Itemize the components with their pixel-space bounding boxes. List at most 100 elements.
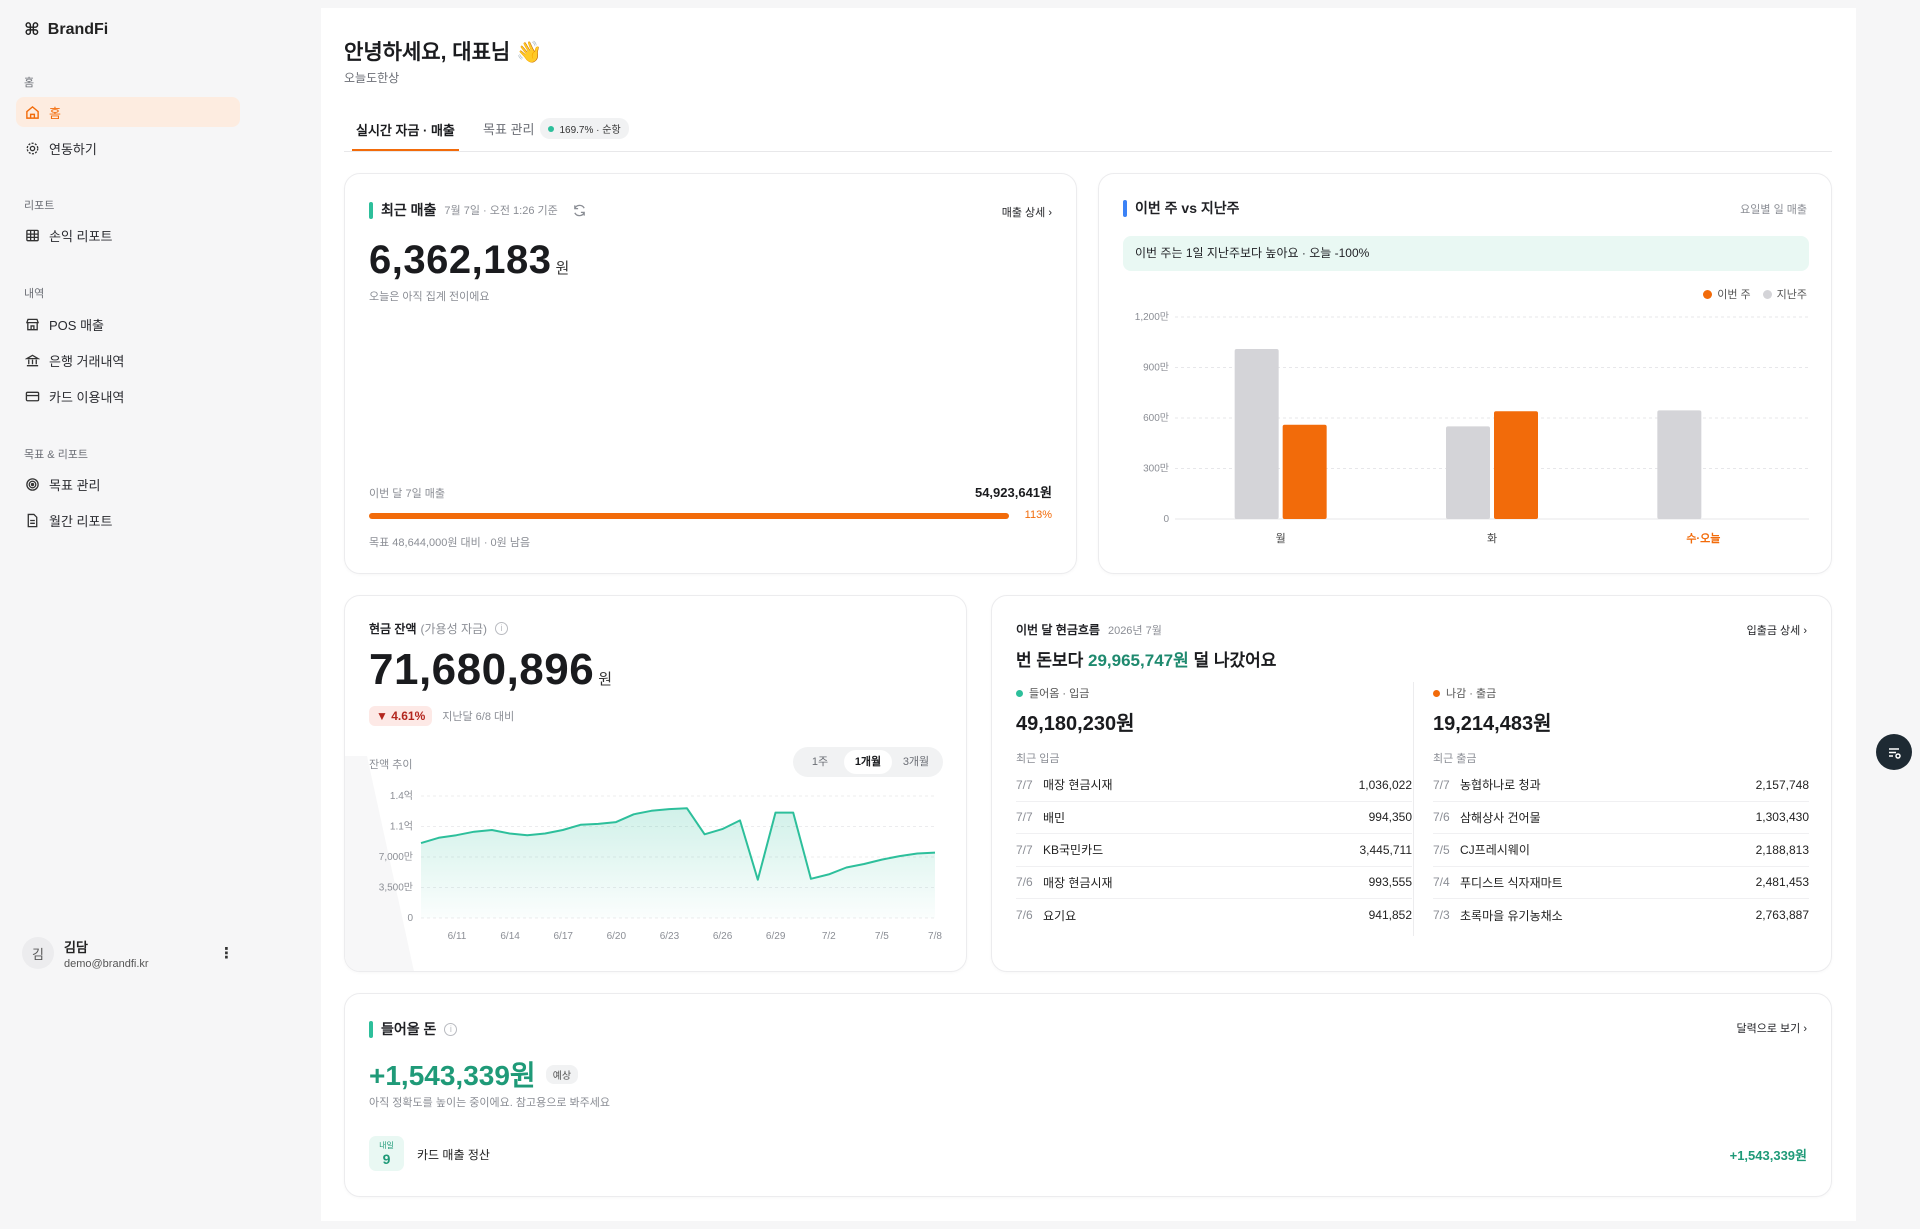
sidebar: ⌘ BrandFi 홈 홈 연동하기 리포트 손익 리포트 내역 POS 매출 …	[0, 0, 320, 1229]
sidebar-item-label: 카드 이용내역	[49, 389, 125, 405]
bar	[1234, 348, 1279, 519]
row-value: 993,555	[1368, 875, 1412, 890]
sidebar-item-card[interactable]: 카드 이용내역	[16, 381, 240, 411]
x-tick-label: 7/8	[928, 931, 942, 942]
row-name: 매장 현금시재	[1043, 778, 1113, 793]
out-label: 나감 · 출금	[1446, 688, 1497, 700]
range-3m[interactable]: 3개월	[902, 756, 930, 768]
sidebar-item-connect[interactable]: 연동하기	[16, 133, 240, 163]
target-icon	[26, 477, 39, 491]
user-email: demo@brandfi.kr	[64, 957, 149, 970]
list-item[interactable]: 7/3 초록마을 유기농채소 2,763,887	[1433, 899, 1809, 932]
row-value: 2,763,887	[1755, 908, 1809, 923]
section-label-home: 홈	[24, 77, 35, 89]
list-item[interactable]: 7/7 배민 994,350	[1016, 802, 1412, 834]
list-item[interactable]: 7/6 요기요 941,852	[1016, 899, 1412, 932]
accent-bar	[369, 1020, 373, 1038]
in-amount: 49,180,230원	[1016, 713, 1135, 735]
date-badge-day: 9	[382, 1151, 391, 1167]
incoming-note: 아직 정확도를 높이는 중이에요. 참고용으로 봐주세요	[369, 1097, 610, 1109]
x-tick-label: 월	[1276, 532, 1286, 545]
list-item[interactable]: 7/6 삼해상사 건어물 1,303,430	[1433, 802, 1809, 834]
y-tick-label: 7,000만	[379, 851, 413, 863]
list-item[interactable]: 7/6 매장 현금시재 993,555	[1016, 867, 1412, 899]
info-icon[interactable]: i	[444, 1022, 458, 1036]
home-icon	[26, 105, 39, 119]
change-note: 지난달 6/8 대비	[442, 711, 515, 723]
currency-unit: 원	[555, 260, 570, 277]
row-name: 농협하나로 청과	[1460, 778, 1541, 793]
more-vertical-icon[interactable]: ⋮	[219, 945, 234, 962]
sidebar-item-monthly-report[interactable]: 월간 리포트	[16, 505, 240, 535]
out-amount: 19,214,483원	[1433, 713, 1552, 735]
row-name: 배민	[1043, 810, 1066, 825]
range-1w[interactable]: 1주	[811, 756, 829, 768]
legend-last-week: 지난주	[1776, 289, 1807, 301]
progress-label: 이번 달 7일 매출	[369, 488, 446, 500]
sidebar-item-pos-sales[interactable]: POS 매출	[16, 309, 240, 339]
sidebar-item-bank[interactable]: 은행 거래내역	[16, 345, 240, 375]
series-line	[420, 807, 936, 881]
row-date: 7/7	[1016, 842, 1033, 857]
calendar-view-link[interactable]: 달력으로 보기 ›	[1736, 1023, 1808, 1035]
user-profile[interactable]: 김 김담 demo@brandfi.kr ⋮	[22, 934, 240, 972]
row-date: 7/6	[1016, 875, 1033, 890]
report-icon	[27, 513, 38, 527]
recent-sales-card: 최근 매출 7월 7일 · 오전 1:26 기준 매출 상세 › 6,362,1…	[344, 173, 1077, 574]
range-1m[interactable]: 1개월	[844, 750, 892, 774]
x-tick-label: 7/5	[875, 931, 889, 942]
list-item[interactable]: 7/4 푸디스트 식자재마트 2,481,453	[1433, 867, 1809, 899]
range-selector: 1주 1개월 3개월	[793, 747, 943, 777]
decorative-shape	[345, 756, 414, 971]
list-item[interactable]: 7/5 CJ프레시웨이 2,188,813	[1433, 834, 1809, 867]
row-value: 941,852	[1368, 908, 1412, 923]
user-name: 김담	[64, 939, 88, 955]
sidebar-item-label: 연동하기	[49, 141, 97, 157]
status-dot-icon	[548, 125, 555, 132]
tab-goal[interactable]: 목표 관리 169.7% · 순항	[483, 118, 629, 139]
cashflow-detail-link[interactable]: 입출금 상세 ›	[1746, 625, 1807, 637]
list-item[interactable]: 7/7 농협하나로 청과 2,157,748	[1433, 769, 1809, 802]
headline-post: 덜 나갔어요	[1188, 651, 1277, 670]
sales-detail-link[interactable]: 매출 상세 ›	[1001, 207, 1052, 219]
sidebar-item-home[interactable]: 홈	[16, 97, 240, 127]
cash-balance-card: 현금 잔액 (가용성 자금) i 71,680,896 원 ▼ 4.61% 지난달…	[344, 595, 967, 972]
row-name: 매장 현금시재	[1043, 875, 1113, 890]
floating-action-button[interactable]	[1876, 734, 1912, 770]
row-date: 7/5	[1433, 842, 1450, 857]
section-label-goal-report: 목표 & 리포트	[24, 449, 89, 461]
card-title: 최근 매출	[381, 202, 437, 218]
row-date: 7/6	[1433, 810, 1450, 825]
status-badge: 169.7% · 순항	[540, 118, 629, 139]
refresh-icon[interactable]	[572, 203, 587, 218]
sidebar-item-goal[interactable]: 목표 관리	[16, 469, 240, 499]
forecast-tag: 예상	[545, 1064, 579, 1084]
list-item[interactable]: 7/7 KB국민카드 3,445,711	[1016, 834, 1412, 867]
y-tick-label: 1.4억	[390, 790, 413, 802]
brand-logo[interactable]: ⌘ BrandFi	[24, 20, 108, 40]
row-value: 1,036,022	[1358, 777, 1412, 792]
row-name: 요기요	[1043, 908, 1077, 923]
headline-amount: 29,965,747원	[1088, 651, 1189, 670]
cashflow-card: 이번 달 현금흐름 2026년 7월 입출금 상세 › 번 돈보다 29,965…	[991, 595, 1832, 972]
balance-amount: 71,680,896 원	[369, 645, 613, 695]
sidebar-item-pl-report[interactable]: 손익 리포트	[16, 220, 240, 250]
x-tick-label: 7/2	[822, 931, 836, 942]
card-title: 들어올 돈	[381, 1021, 437, 1037]
progress-percent: 113%	[1024, 509, 1052, 521]
row-name: 초록마을 유기농채소	[1460, 908, 1563, 923]
y-tick-label: 3,500만	[379, 882, 413, 894]
out-dot-icon	[1433, 689, 1440, 697]
row-date: 7/7	[1016, 777, 1033, 792]
row-value: 994,350	[1368, 810, 1412, 825]
list-item[interactable]: 7/7 매장 현금시재 1,036,022	[1016, 769, 1412, 802]
tab-realtime[interactable]: 실시간 자금 · 매출	[356, 123, 455, 138]
card-meta: 7월 7일 · 오전 1:26 기준	[444, 205, 558, 217]
progress-fill	[369, 513, 1009, 519]
legend-dot-icon	[1762, 289, 1772, 299]
incoming-amount: +1,543,339원	[369, 1060, 536, 1091]
row-value: 2,188,813	[1755, 842, 1809, 857]
sidebar-item-label: POS 매출	[49, 317, 104, 333]
info-icon[interactable]: i	[495, 622, 509, 635]
